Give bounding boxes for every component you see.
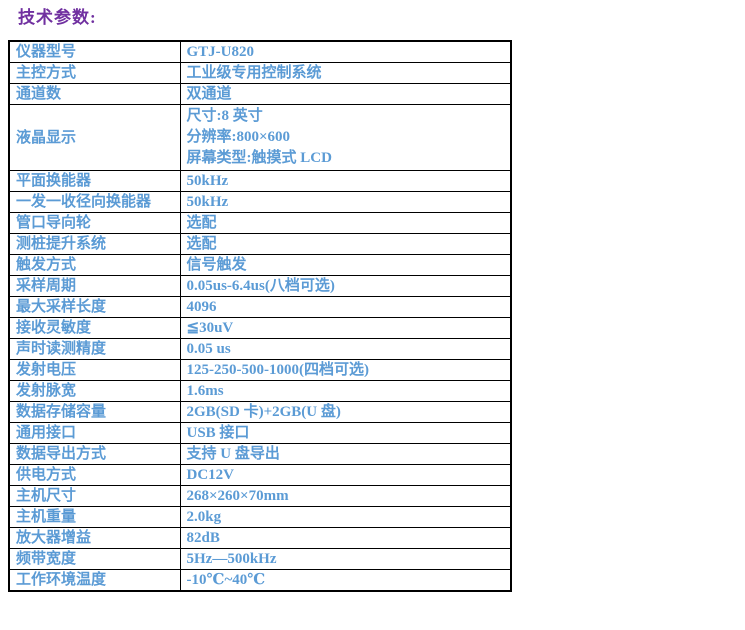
table-row: 主控方式 工业级专用控制系统 — [8, 62, 512, 84]
param-value: 4096 — [179, 296, 512, 318]
param-value: 50kHz — [179, 191, 512, 213]
param-value: 268×260×70mm — [179, 485, 512, 507]
table-row: 通道数 双通道 — [8, 83, 512, 105]
table-row: 主机尺寸 268×260×70mm — [8, 485, 512, 507]
param-label: 通用接口 — [8, 422, 181, 444]
param-label: 主机重量 — [8, 506, 181, 528]
param-label: 主机尺寸 — [8, 485, 181, 507]
param-value: 2.0kg — [179, 506, 512, 528]
table-row: 平面换能器 50kHz — [8, 170, 512, 192]
param-label: 液晶显示 — [8, 104, 181, 171]
table-row: 一发一收径向换能器 50kHz — [8, 191, 512, 213]
table-row: 通用接口 USB 接口 — [8, 422, 512, 444]
spec-table-body: 仪器型号 GTJ-U820 主控方式 工业级专用控制系统 通道数 双通道 液晶显示 尺寸:8 … — [8, 40, 512, 592]
param-label: 工作环境温度 — [8, 569, 181, 592]
param-value: 1.6ms — [179, 380, 512, 402]
param-label: 数据存储容量 — [8, 401, 181, 423]
param-label: 采样周期 — [8, 275, 181, 297]
table-row: 放大器增益 82dB — [8, 527, 512, 549]
param-label: 平面换能器 — [8, 170, 181, 192]
page-title: 技术参数: — [18, 8, 97, 27]
param-value: ≦30uV — [179, 317, 512, 339]
param-value: 82dB — [179, 527, 512, 549]
param-label: 发射电压 — [8, 359, 181, 381]
table-row: 主机重量 2.0kg — [8, 506, 512, 528]
param-label: 放大器增益 — [8, 527, 181, 549]
table-row: 最大采样长度 4096 — [8, 296, 512, 318]
param-label: 管口导向轮 — [8, 212, 181, 234]
param-value: 125-250-500-1000(四档可选) — [179, 359, 512, 381]
param-label: 触发方式 — [8, 254, 181, 276]
param-value: USB 接口 — [179, 422, 512, 444]
param-label: 数据导出方式 — [8, 443, 181, 465]
page: { "page": { "title": "技术参数:", "colors": … — [0, 9, 745, 630]
param-value: 选配 — [179, 212, 512, 234]
table-row: 测桩提升系统 选配 — [8, 233, 512, 255]
param-label: 通道数 — [8, 83, 181, 105]
param-value: 尺寸:8 英寸分辨率:800×600 屏幕类型:触摸式 LCD — [179, 104, 512, 171]
param-label: 最大采样长度 — [8, 296, 181, 318]
param-label: 主控方式 — [8, 62, 181, 84]
param-value-line: 分辨率:800×600 — [186, 129, 291, 145]
table-row: 仪器型号 GTJ-U820 — [8, 40, 512, 63]
table-row: 数据存储容量 2GB(SD 卡)+2GB(U 盘) — [8, 401, 512, 423]
table-row: 声时读测精度 0.05 us — [8, 338, 512, 360]
param-value: 5Hz—500kHz — [179, 548, 512, 570]
param-label: 供电方式 — [8, 464, 181, 486]
param-label: 一发一收径向换能器 — [8, 191, 181, 213]
table-row: 发射脉宽 1.6ms — [8, 380, 512, 402]
param-label: 频带宽度 — [8, 548, 181, 570]
param-value: 信号触发 — [179, 254, 512, 276]
param-value: 工业级专用控制系统 — [179, 62, 512, 84]
param-value-line: 尺寸:8 英寸 — [186, 108, 263, 124]
param-label: 测桩提升系统 — [8, 233, 181, 255]
param-value: 支持 U 盘导出 — [179, 443, 512, 465]
param-label: 仪器型号 — [8, 40, 181, 63]
param-value: GTJ-U820 — [179, 40, 512, 63]
param-value-line: 屏幕类型:触摸式 LCD — [186, 150, 332, 166]
param-label: 声时读测精度 — [8, 338, 181, 360]
param-value: 0.05us-6.4us(八档可选) — [179, 275, 512, 297]
table-row: 接收灵敏度 ≦30uV — [8, 317, 512, 339]
param-label: 接收灵敏度 — [8, 317, 181, 339]
document-area: 技术参数: 仪器型号 GTJ-U820 主控方式 工业级专用控制系统 通道数 双通道 液晶显… — [0, 9, 745, 630]
table-row: 供电方式 DC12V — [8, 464, 512, 486]
table-row: 工作环境温度 -10℃~40℃ — [8, 569, 512, 592]
param-value: 双通道 — [179, 83, 512, 105]
param-value: -10℃~40℃ — [179, 569, 512, 592]
param-value: 选配 — [179, 233, 512, 255]
param-value: DC12V — [179, 464, 512, 486]
table-row: 液晶显示 尺寸:8 英寸分辨率:800×600 屏幕类型:触摸式 LCD — [8, 104, 512, 171]
spec-table: 仪器型号 GTJ-U820 主控方式 工业级专用控制系统 通道数 双通道 液晶显示 尺寸:8 … — [8, 40, 512, 592]
param-value: 0.05 us — [179, 338, 512, 360]
param-value: 2GB(SD 卡)+2GB(U 盘) — [179, 401, 512, 423]
table-row: 数据导出方式 支持 U 盘导出 — [8, 443, 512, 465]
param-label: 发射脉宽 — [8, 380, 181, 402]
param-value: 50kHz — [179, 170, 512, 192]
table-row: 发射电压 125-250-500-1000(四档可选) — [8, 359, 512, 381]
table-row: 采样周期 0.05us-6.4us(八档可选) — [8, 275, 512, 297]
table-row: 频带宽度 5Hz—500kHz — [8, 548, 512, 570]
table-row: 触发方式 信号触发 — [8, 254, 512, 276]
table-row: 管口导向轮 选配 — [8, 212, 512, 234]
